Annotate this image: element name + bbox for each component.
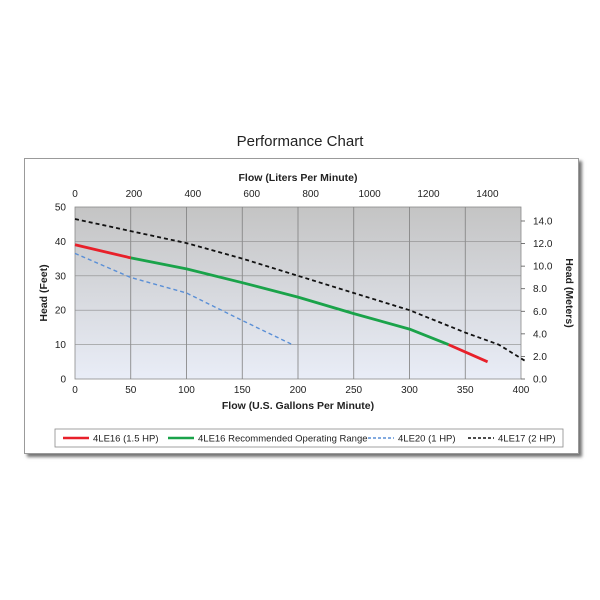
chart-title: Performance Chart xyxy=(236,133,364,150)
series-line-4le16-1-5-hp xyxy=(74,243,132,260)
y2-axis-title: Head (Meters) xyxy=(563,258,575,327)
x-tick-label: 0 xyxy=(72,385,78,396)
y2-tick-label: 6.0 xyxy=(533,307,547,318)
legend-box xyxy=(54,428,564,448)
y-tick-label: 0 xyxy=(60,375,66,386)
x-tick-label: 200 xyxy=(290,385,307,396)
legend-label-4le17-2-hp: 4LE17 (2 HP) xyxy=(498,434,556,445)
series-line-4le16-recommended-operating-range xyxy=(130,256,450,346)
y2-tick-label: 2.0 xyxy=(533,352,547,363)
y2-tick-label: 12.0 xyxy=(533,239,553,250)
x-tick-label: 100 xyxy=(178,385,195,396)
x2-tick-label: 1400 xyxy=(476,189,499,200)
x2-tick-label: 400 xyxy=(184,189,201,200)
x2-tick-label: 1000 xyxy=(358,189,381,200)
y-tick-label: 20 xyxy=(55,306,67,317)
x-tick-label: 150 xyxy=(234,385,251,396)
y2-tick-label: 10.0 xyxy=(533,262,553,273)
x2-tick-label: 1200 xyxy=(417,189,440,200)
y2-tick-label: 0.0 xyxy=(533,375,547,386)
x2-tick-label: 600 xyxy=(243,189,260,200)
y-axis-title: Head (Feet) xyxy=(38,264,50,321)
x-tick-label: 300 xyxy=(401,385,418,396)
series-line-4le17-2-hp xyxy=(74,218,528,363)
x2-tick-label: 0 xyxy=(72,189,78,200)
legend-label-4le20-1-hp: 4LE20 (1 HP) xyxy=(398,434,456,445)
x-tick-label: 50 xyxy=(125,385,137,396)
y2-tick-label: 14.0 xyxy=(533,216,553,227)
series-line-4le20-1-hp xyxy=(74,252,293,346)
legend-label-4le16-recommended-operating-range: 4LE16 Recommended Operating Range xyxy=(198,434,368,445)
y2-tick-label: 4.0 xyxy=(533,329,547,340)
x-axis-title: Flow (U.S. Gallons Per Minute) xyxy=(222,400,374,412)
y-tick-label: 50 xyxy=(55,203,67,214)
chart-frame: 0 50 100 150 200 250 300 350 400 0 10 20 30 40 50 0 200 4… xyxy=(24,158,579,454)
series-line-4le16-1-5-hp xyxy=(447,343,489,364)
x-tick-label: 350 xyxy=(457,385,474,396)
y2-tick-label: 8.0 xyxy=(533,284,547,295)
legend-label-4le16-1-5-hp: 4LE16 (1.5 HP) xyxy=(93,434,158,445)
x2-axis-title: Flow (Liters Per Minute) xyxy=(238,172,357,184)
x2-tick-label: 800 xyxy=(302,189,319,200)
y-tick-label: 10 xyxy=(55,340,67,351)
x-tick-label: 250 xyxy=(345,385,362,396)
x-tick-label: 400 xyxy=(513,385,530,396)
x2-tick-label: 200 xyxy=(126,189,143,200)
performance-chart-svg: 0 50 100 150 200 250 300 350 400 0 10 20 30 40 50 0 200 4… xyxy=(38,172,575,448)
y-tick-label: 40 xyxy=(55,237,67,248)
y-tick-label: 30 xyxy=(55,271,67,282)
